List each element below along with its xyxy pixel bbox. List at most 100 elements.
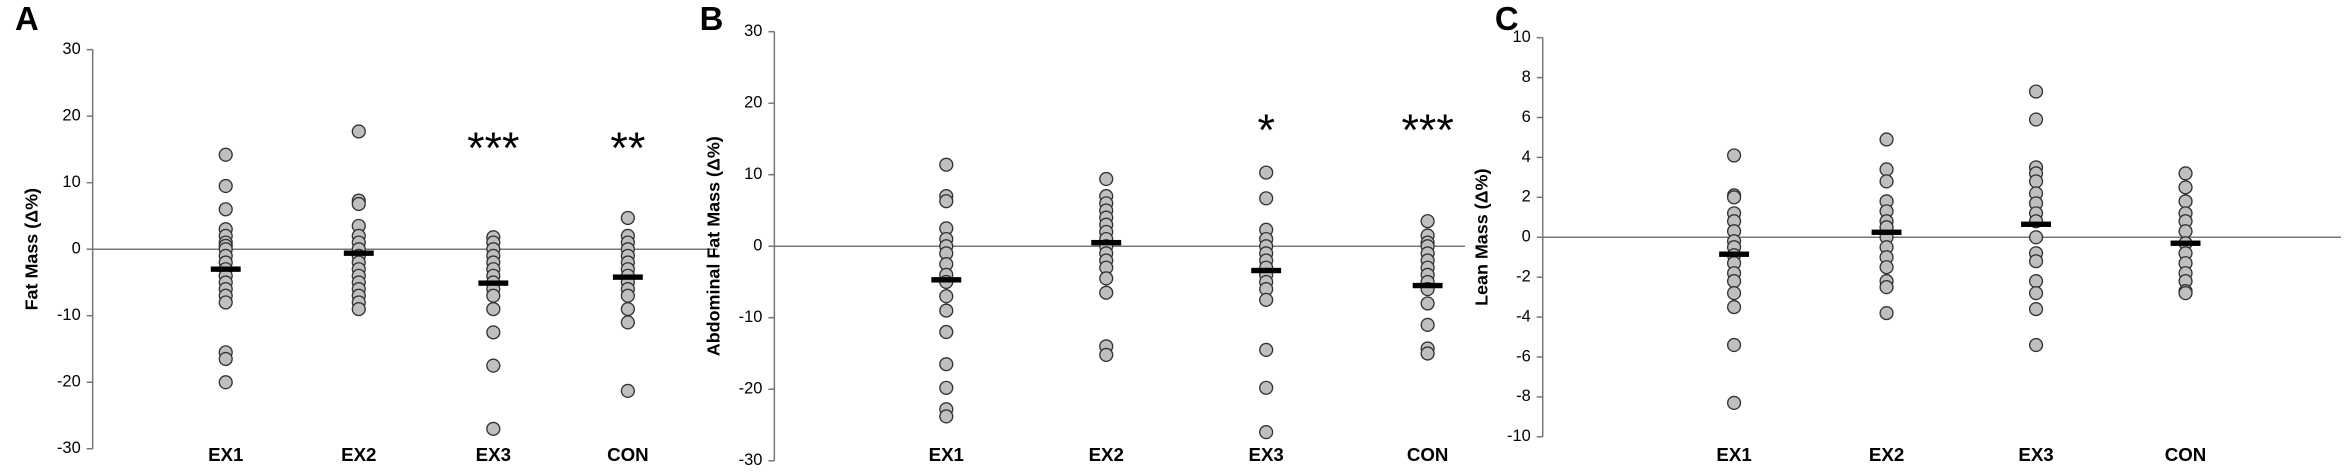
mean-bar bbox=[343, 250, 374, 256]
data-point bbox=[351, 124, 366, 139]
data-point bbox=[1726, 337, 1742, 353]
mean-bar bbox=[1251, 267, 1282, 274]
panel-label: C bbox=[1495, 0, 1519, 37]
mean-bar bbox=[478, 280, 509, 286]
y-tick-label: -2 bbox=[1516, 268, 1531, 286]
data-point bbox=[1099, 171, 1114, 187]
data-point bbox=[620, 301, 635, 317]
data-point bbox=[2028, 301, 2044, 317]
y-tick-label: -30 bbox=[739, 451, 763, 469]
data-point bbox=[620, 383, 635, 399]
y-axis-label: Fat Mass (Δ%) bbox=[22, 188, 42, 310]
data-point bbox=[620, 210, 635, 226]
data-point bbox=[218, 295, 233, 310]
y-tick-label: 10 bbox=[1512, 28, 1530, 46]
data-point bbox=[1726, 395, 1742, 410]
data-point bbox=[939, 194, 954, 209]
mean-bar bbox=[2021, 221, 2051, 227]
mean-bar bbox=[2170, 240, 2201, 246]
y-tick-label: 2 bbox=[1522, 188, 1531, 206]
data-point bbox=[2028, 84, 2044, 99]
data-point bbox=[1726, 299, 1742, 315]
y-tick-label: 30 bbox=[62, 40, 80, 58]
data-point bbox=[1879, 132, 1894, 147]
y-tick-label: -4 bbox=[1516, 307, 1531, 325]
data-point bbox=[2178, 166, 2193, 181]
data-point bbox=[2028, 274, 2044, 289]
y-tick-label: -20 bbox=[57, 373, 81, 391]
data-point bbox=[2178, 286, 2193, 301]
y-tick-label: 0 bbox=[72, 240, 81, 258]
y-tick-label: 20 bbox=[744, 94, 762, 112]
y-axis-label: Lean Mass (Δ%) bbox=[1472, 169, 1492, 306]
x-tick-label: EX3 bbox=[476, 444, 511, 465]
data-point bbox=[218, 202, 233, 217]
data-point bbox=[2178, 224, 2193, 239]
data-point bbox=[620, 288, 635, 303]
data-point bbox=[2028, 254, 2044, 269]
data-point bbox=[1726, 286, 1742, 301]
data-point bbox=[1879, 280, 1894, 295]
x-tick-label: EX1 bbox=[1716, 444, 1751, 465]
y-tick-label: 0 bbox=[1522, 228, 1531, 246]
data-point bbox=[486, 325, 501, 340]
data-point bbox=[939, 157, 954, 172]
mean-bar bbox=[1091, 239, 1122, 246]
significance: * bbox=[1257, 104, 1274, 155]
data-point bbox=[1879, 162, 1894, 177]
data-point bbox=[2178, 194, 2193, 209]
mean-bar bbox=[1871, 229, 1902, 235]
mean-bar bbox=[1412, 282, 1443, 289]
data-point bbox=[218, 375, 233, 390]
data-point bbox=[486, 421, 501, 436]
y-tick-label: 4 bbox=[1522, 148, 1531, 166]
y-tick-label: 6 bbox=[1522, 108, 1531, 126]
data-point bbox=[939, 289, 954, 304]
data-point bbox=[2028, 112, 2044, 127]
data-point bbox=[1879, 174, 1894, 189]
significance: *** bbox=[467, 122, 519, 173]
data-point bbox=[1099, 271, 1114, 286]
data-point bbox=[1420, 214, 1435, 229]
data-point bbox=[218, 147, 233, 162]
y-tick-label: -20 bbox=[739, 380, 763, 398]
x-tick-label: EX2 bbox=[341, 444, 376, 465]
y-tick-label: 10 bbox=[744, 165, 762, 183]
data-point bbox=[351, 301, 366, 317]
y-tick-label: 0 bbox=[753, 237, 762, 255]
data-point bbox=[939, 357, 954, 372]
data-point bbox=[486, 288, 501, 303]
data-point bbox=[1726, 274, 1742, 289]
data-point bbox=[620, 315, 635, 330]
mean-bar bbox=[931, 277, 962, 283]
data-point bbox=[1259, 191, 1274, 206]
y-tick-label: 10 bbox=[62, 173, 80, 191]
data-point bbox=[2028, 174, 2044, 189]
data-point bbox=[1259, 380, 1274, 395]
data-point bbox=[351, 196, 366, 212]
data-point bbox=[1726, 190, 1742, 205]
data-point bbox=[1879, 260, 1894, 275]
x-tick-label: EX1 bbox=[929, 444, 964, 465]
mean-bar bbox=[210, 266, 241, 272]
data-point bbox=[1259, 342, 1274, 358]
data-point bbox=[1726, 148, 1742, 163]
data-point bbox=[939, 409, 954, 424]
x-tick-label: EX3 bbox=[1249, 444, 1284, 465]
x-tick-label: EX3 bbox=[2018, 444, 2053, 465]
data-point bbox=[2028, 286, 2044, 301]
mean-bar bbox=[1719, 251, 1750, 257]
data-point bbox=[939, 324, 954, 340]
data-point bbox=[1259, 292, 1274, 307]
mean-bar bbox=[612, 274, 643, 280]
data-point bbox=[2028, 230, 2044, 245]
panel-label: A bbox=[15, 0, 39, 37]
x-tick-label: CON bbox=[2165, 444, 2207, 465]
significance: ** bbox=[610, 122, 645, 173]
data-point bbox=[939, 380, 954, 395]
data-point bbox=[1099, 285, 1114, 300]
data-point bbox=[939, 303, 954, 318]
x-tick-label: EX2 bbox=[1869, 444, 1904, 465]
data-point bbox=[2178, 180, 2193, 195]
